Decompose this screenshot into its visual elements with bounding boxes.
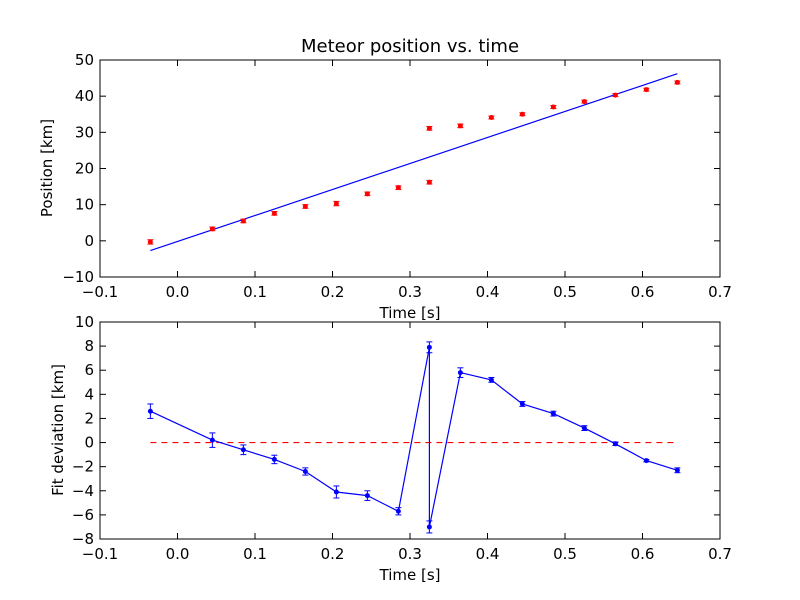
position-point [674, 79, 680, 85]
deviation-series-line [150, 347, 678, 528]
position-plot-xtick-label: 0.4 [476, 283, 500, 301]
position-point [333, 201, 339, 207]
position-plot-xtick-label: 0.7 [708, 283, 732, 301]
position-point [302, 203, 308, 209]
position-plot-ytick-label: 20 [75, 160, 94, 178]
position-plot-ylabel: Position [km] [38, 119, 56, 217]
deviation-plot: −0.1 0.0 0.1 0.2 0.3 0.4 0.5 0.6 0.7 −8 −6 −4 −2 0 2 4 6… [49, 313, 732, 584]
position-point [457, 123, 463, 129]
deviation-point [643, 458, 649, 464]
deviation-plot-xtick-label: −0.1 [82, 545, 118, 563]
deviation-plot-ytick-label: 2 [84, 409, 94, 427]
deviation-plot-ylabel: Fit deviation [km] [49, 364, 67, 496]
position-point [240, 218, 246, 224]
position-point [147, 239, 153, 245]
position-plot-xtick-label: 0.2 [321, 283, 345, 301]
position-point [643, 87, 649, 93]
deviation-plot-ytick-label: 6 [84, 361, 94, 379]
deviation-plot-xtick-label: 0.3 [398, 545, 422, 563]
position-point [550, 104, 556, 110]
position-plot-xtick-label: −0.1 [82, 283, 118, 301]
position-plot-ticks: −0.1 0.0 0.1 0.2 0.3 0.4 0.5 0.6 0.7 −10 0 10 20 30 40… [62, 51, 732, 301]
deviation-plot-ticks: −0.1 0.0 0.1 0.2 0.3 0.4 0.5 0.6 0.7 −8 −6 −4 −2 0 2 4 6… [72, 313, 732, 563]
deviation-plot-ytick-label: −6 [72, 506, 94, 524]
deviation-plot-xtick-label: 0.4 [476, 545, 500, 563]
position-plot: Meteor position vs. time −0.1 0.0 0.1 0.2 0.… [38, 36, 732, 322]
position-plot-ytick-label: 40 [75, 87, 94, 105]
deviation-plot-xtick-label: 0.5 [553, 545, 577, 563]
deviation-point [550, 411, 556, 417]
deviation-plot-ytick-label: 8 [84, 337, 94, 355]
deviation-plot-ytick-label: −4 [72, 482, 94, 500]
deviation-plot-frame [99, 321, 721, 540]
position-plot-data [147, 73, 681, 252]
deviation-point [209, 437, 215, 443]
position-point [612, 92, 618, 98]
deviation-point [302, 468, 308, 474]
deviation-point [147, 408, 153, 414]
deviation-plot-ytick-label: −8 [72, 530, 94, 548]
deviation-point [426, 344, 432, 350]
deviation-point [674, 467, 680, 473]
deviation-point [457, 370, 463, 376]
position-point [426, 179, 432, 185]
deviation-plot-data [147, 341, 681, 534]
position-point [364, 191, 370, 197]
position-plot-ytick-label: −10 [62, 268, 94, 286]
deviation-point [426, 524, 432, 530]
position-point [209, 226, 215, 232]
position-point [488, 115, 494, 121]
position-plot-xtick-label: 0.0 [166, 283, 190, 301]
deviation-plot-xtick-label: 0.2 [321, 545, 345, 563]
position-point [395, 185, 401, 191]
deviation-plot-ytick-label: −2 [72, 458, 94, 476]
position-point [426, 125, 432, 131]
position-point [581, 99, 587, 105]
position-plot-xtick-label: 0.1 [243, 283, 267, 301]
deviation-point [364, 493, 370, 499]
position-fit-line [150, 73, 678, 252]
chart-title: Meteor position vs. time [301, 36, 519, 57]
position-plot-xtick-label: 0.3 [398, 283, 422, 301]
deviation-plot-ytick-label: 0 [84, 434, 94, 452]
deviation-point [612, 441, 618, 447]
deviation-plot-ytick-label: 10 [75, 313, 94, 331]
position-point [271, 210, 277, 216]
deviation-plot-xtick-label: 0.7 [708, 545, 732, 563]
position-plot-xtick-label: 0.5 [553, 283, 577, 301]
position-plot-xtick-label: 0.6 [631, 283, 655, 301]
deviation-plot-ytick-label: 4 [84, 385, 94, 403]
position-plot-ytick-label: 30 [75, 123, 94, 141]
position-plot-frame [99, 59, 721, 278]
deviation-point [488, 377, 494, 383]
deviation-point [240, 447, 246, 453]
deviation-plot-xtick-label: 0.0 [166, 545, 190, 563]
position-plot-ytick-label: 10 [75, 196, 94, 214]
deviation-plot-xtick-label: 0.1 [243, 545, 267, 563]
position-point [519, 111, 525, 117]
deviation-plot-xlabel: Time [s] [379, 566, 441, 584]
position-plot-ytick-label: 0 [84, 232, 94, 250]
deviation-point [333, 489, 339, 495]
position-plot-ytick-label: 50 [75, 51, 94, 69]
deviation-point [271, 456, 277, 462]
position-plot-xlabel: Time [s] [379, 304, 441, 322]
deviation-point [395, 508, 401, 514]
deviation-point [581, 425, 587, 431]
deviation-plot-xtick-label: 0.6 [631, 545, 655, 563]
deviation-point [519, 401, 525, 407]
